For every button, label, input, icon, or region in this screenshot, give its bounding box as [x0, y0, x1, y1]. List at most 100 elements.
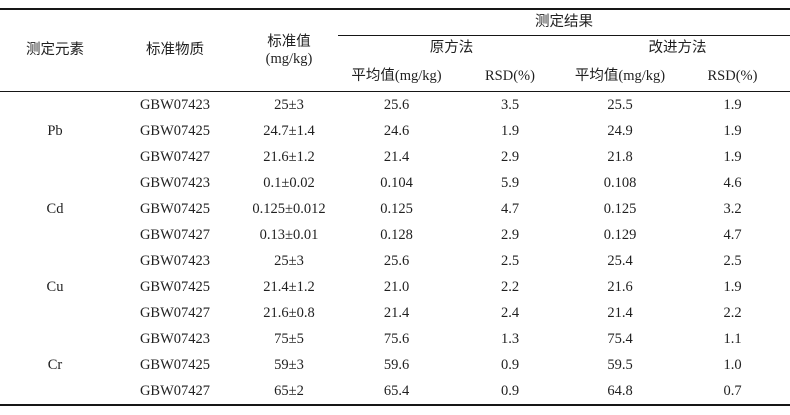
header-standard-value-line1: 标准值 [267, 33, 311, 50]
material-cell: GBW07425 [139, 200, 211, 217]
material-cell: GBW07423 [139, 252, 211, 269]
table-row: GBW07425 59±3 59.6 0.9 59.5 1.0 [0, 352, 790, 378]
impr-mean-cell: 25.4 [607, 252, 633, 269]
orig-rsd-cell: 2.9 [500, 226, 520, 243]
header-results-group: 测定结果 [338, 9, 790, 36]
header-material: 标准物质 [110, 9, 240, 92]
header-original-mean: 平均值(mg/kg) [338, 61, 455, 92]
standard-cell: 75±5 [274, 330, 304, 347]
impr-mean-cell: 21.8 [607, 148, 633, 165]
impr-mean-cell: 0.129 [603, 226, 637, 243]
header-standard-value-line2: (mg/kg) [265, 50, 313, 67]
table-body: Pb GBW07423 25±3 25.6 3.5 25.5 1.9 GBW07425 24.7… [0, 92, 790, 406]
material-cell: GBW07423 [139, 174, 211, 191]
impr-rsd-cell: 0.7 [723, 382, 742, 399]
impr-rsd-cell: 4.7 [723, 226, 742, 243]
impr-mean-cell: 75.4 [607, 330, 633, 347]
paper-table-page: 测定元素 标准物质 标准值 (mg/kg) 测定结果 原方法 改进方法 平均值(… [0, 8, 790, 415]
results-table: 测定元素 标准物质 标准值 (mg/kg) 测定结果 原方法 改进方法 平均值(… [0, 8, 790, 406]
material-cell: GBW07427 [139, 226, 211, 243]
standard-cell: 21.6±1.2 [263, 148, 315, 165]
standard-cell: 0.13±0.01 [259, 226, 319, 243]
impr-rsd-cell: 1.9 [723, 278, 742, 295]
header-method-original: 原方法 [429, 40, 474, 57]
table-row: GBW07427 21.6±1.2 21.4 2.9 21.8 1.9 [0, 144, 790, 170]
orig-rsd-cell: 1.3 [500, 330, 520, 347]
impr-rsd-cell: 1.9 [723, 148, 742, 165]
impr-rsd-cell: 2.5 [723, 252, 742, 269]
orig-rsd-cell: 5.9 [500, 174, 520, 191]
orig-rsd-cell: 2.4 [500, 304, 520, 321]
element-cell: Cr [47, 356, 63, 373]
orig-rsd-cell: 1.9 [500, 122, 520, 139]
header-method-improved: 改进方法 [648, 40, 707, 57]
impr-mean-cell: 25.5 [607, 96, 633, 113]
element-cell: Cd [46, 200, 64, 217]
material-cell: GBW07425 [139, 356, 211, 373]
impr-rsd-cell: 1.9 [723, 96, 742, 113]
orig-rsd-cell: 2.5 [500, 252, 520, 269]
table-row: GBW07427 65±2 65.4 0.9 64.8 0.7 [0, 378, 790, 405]
table-row: GBW07425 24.7±1.4 24.6 1.9 24.9 1.9 [0, 118, 790, 144]
table-row: Pb GBW07423 25±3 25.6 3.5 25.5 1.9 [0, 92, 790, 139]
impr-mean-cell: 59.5 [607, 356, 633, 373]
impr-mean-cell: 0.125 [603, 200, 637, 217]
orig-mean-cell: 0.128 [380, 226, 413, 243]
orig-rsd-cell: 2.2 [500, 278, 520, 295]
orig-mean-cell: 75.6 [383, 330, 410, 347]
material-cell: GBW07423 [139, 96, 211, 113]
orig-rsd-cell: 4.7 [500, 200, 520, 217]
material-cell: GBW07427 [139, 148, 211, 165]
header-standard-value: 标准值 (mg/kg) [240, 9, 338, 92]
header-improved-mean: 平均值(mg/kg) [565, 61, 675, 92]
orig-mean-cell: 21.4 [383, 304, 410, 321]
orig-mean-cell: 25.6 [383, 96, 410, 113]
impr-rsd-cell: 2.2 [723, 304, 742, 321]
header-element: 测定元素 [0, 9, 110, 92]
table-row: GBW07425 21.4±1.2 21.0 2.2 21.6 1.9 [0, 274, 790, 300]
impr-rsd-cell: 3.2 [723, 200, 742, 217]
orig-mean-cell: 24.6 [383, 122, 410, 139]
material-cell: GBW07425 [139, 122, 211, 139]
standard-cell: 0.125±0.012 [252, 200, 326, 217]
impr-mean-cell: 0.108 [603, 174, 637, 191]
table-row: Cr GBW07423 75±5 75.6 1.3 75.4 1.1 [0, 326, 790, 373]
header-original-rsd: RSD(%) [455, 61, 565, 92]
table-row: Cd GBW07423 0.1±0.02 0.104 5.9 0.108 4.6 [0, 170, 790, 217]
element-cell: Pb [47, 122, 63, 139]
impr-mean-cell: 24.9 [607, 122, 633, 139]
standard-cell: 0.1±0.02 [263, 174, 315, 191]
impr-mean-cell: 64.8 [607, 382, 633, 399]
table-header: 测定元素 标准物质 标准值 (mg/kg) 测定结果 原方法 改进方法 平均值(… [0, 9, 790, 92]
table-row: Cu GBW07423 25±3 25.6 2.5 25.4 2.5 [0, 248, 790, 295]
orig-mean-cell: 65.4 [383, 382, 410, 399]
orig-rsd-cell: 0.9 [500, 356, 520, 373]
table-row: GBW07427 21.6±0.8 21.4 2.4 21.4 2.2 [0, 300, 790, 326]
standard-cell: 25±3 [274, 96, 304, 113]
impr-rsd-cell: 4.6 [723, 174, 742, 191]
impr-rsd-cell: 1.1 [723, 330, 742, 347]
table-row: GBW07425 0.125±0.012 0.125 4.7 0.125 3.2 [0, 196, 790, 222]
material-cell: GBW07423 [139, 330, 211, 347]
orig-rsd-cell: 2.9 [500, 148, 520, 165]
header-improved-rsd: RSD(%) [675, 61, 790, 92]
material-cell: GBW07425 [139, 278, 211, 295]
orig-rsd-cell: 0.9 [500, 382, 520, 399]
impr-rsd-cell: 1.0 [723, 356, 742, 373]
orig-rsd-cell: 3.5 [500, 96, 520, 113]
orig-mean-cell: 21.4 [383, 148, 410, 165]
standard-cell: 21.6±0.8 [263, 304, 315, 321]
standard-cell: 65±2 [274, 382, 304, 399]
standard-cell: 59±3 [274, 356, 304, 373]
orig-mean-cell: 0.125 [380, 200, 413, 217]
standard-cell: 25±3 [274, 252, 304, 269]
material-cell: GBW07427 [139, 304, 211, 321]
orig-mean-cell: 21.0 [383, 278, 410, 295]
standard-cell: 21.4±1.2 [263, 278, 315, 295]
standard-cell: 24.7±1.4 [263, 122, 315, 139]
material-cell: GBW07427 [139, 382, 211, 399]
element-cell: Cu [46, 278, 64, 295]
orig-mean-cell: 0.104 [380, 174, 413, 191]
impr-mean-cell: 21.6 [607, 278, 633, 295]
table-row: GBW07427 0.13±0.01 0.128 2.9 0.129 4.7 [0, 222, 790, 248]
